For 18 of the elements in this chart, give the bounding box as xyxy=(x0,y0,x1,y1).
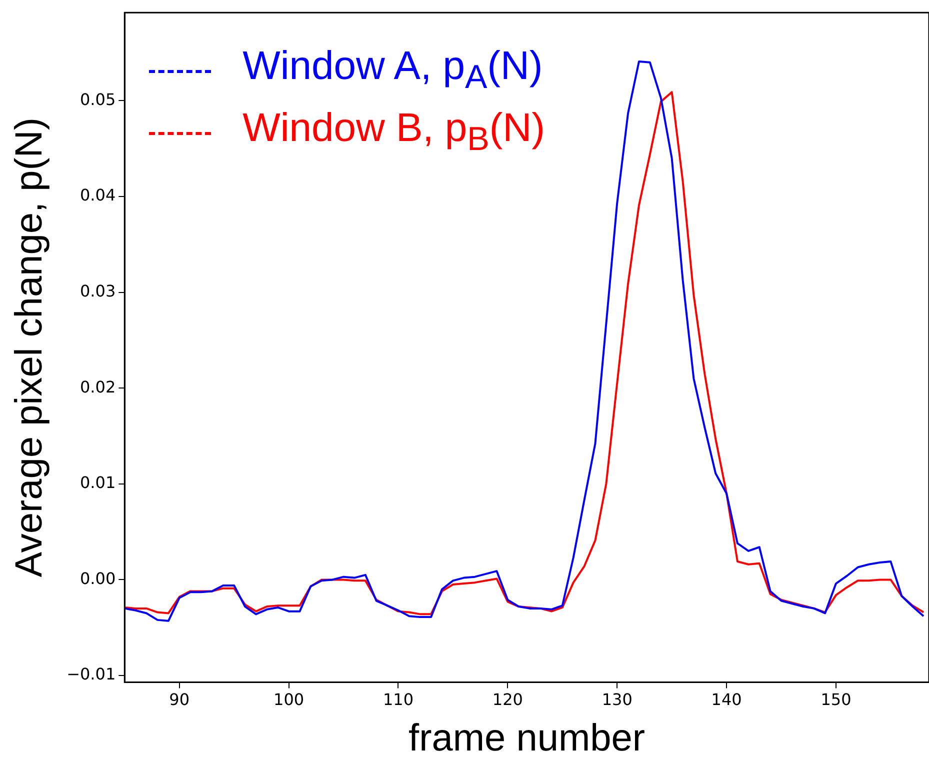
y-tick-label: 0.05 xyxy=(80,90,116,109)
legend-label: Window B, p$_{B}$(N) xyxy=(242,104,545,160)
y-tick-label: 0.04 xyxy=(80,186,116,205)
legend-label: Window A, p$_{A}$(N) xyxy=(242,42,543,98)
x-tick-label: 150 xyxy=(820,690,852,709)
x-tick-label: 140 xyxy=(711,690,742,709)
y-tick-label: 0.01 xyxy=(80,473,116,492)
y-axis-title: Average pixel change, p(N) xyxy=(8,118,50,578)
x-tick-label: 100 xyxy=(274,690,304,709)
x-tick-label: 90 xyxy=(169,690,190,709)
y-tick-label: −0.01 xyxy=(66,664,116,684)
x-tick-label: 110 xyxy=(382,690,414,709)
x-tick-label: 120 xyxy=(492,690,523,709)
x-axis-title: frame number xyxy=(408,718,646,760)
y-tick-label: 0.02 xyxy=(80,377,116,396)
y-tick-label: 0.00 xyxy=(80,568,116,588)
y-tick-label: 0.03 xyxy=(80,281,116,300)
x-tick-label: 130 xyxy=(602,690,632,709)
